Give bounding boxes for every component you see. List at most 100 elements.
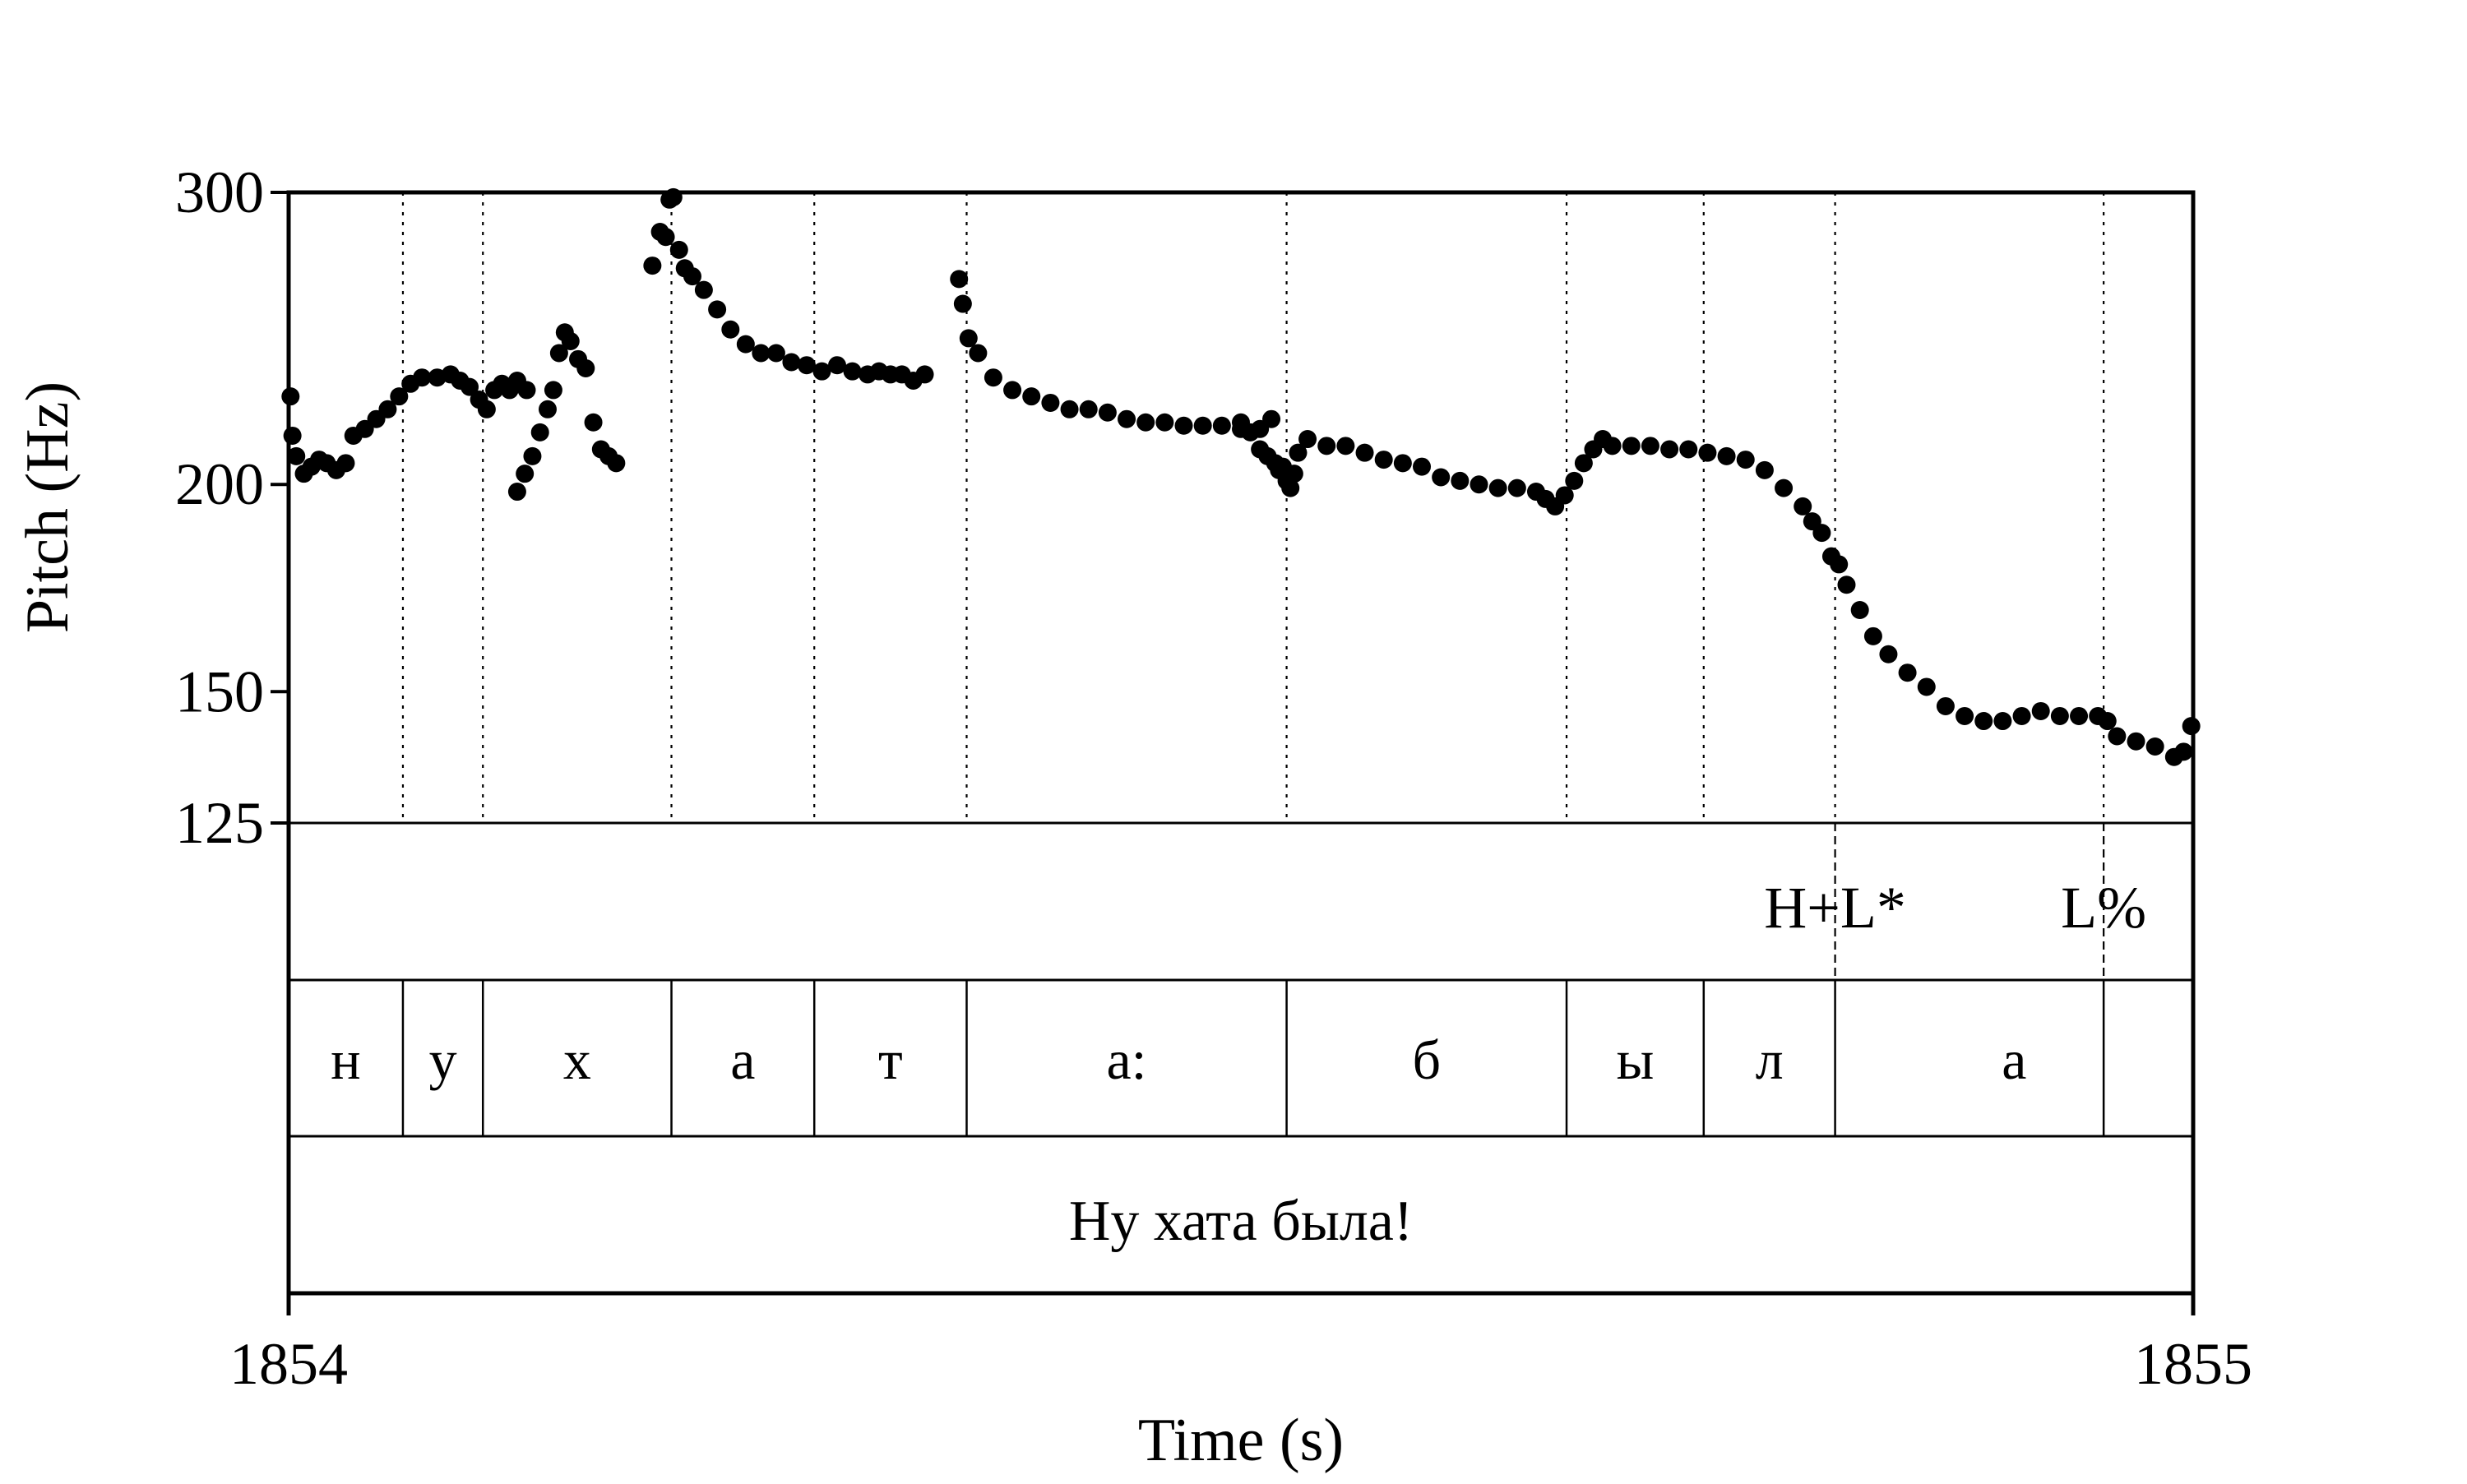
pitch-point [336, 454, 355, 473]
pitch-point [828, 356, 847, 375]
pitch-point [507, 483, 526, 502]
y-tick-label-300: 300 [175, 159, 264, 225]
pitch-point [378, 400, 397, 418]
pitch-point [1079, 400, 1098, 418]
segment-label: у [429, 1029, 457, 1091]
pitch-point [1679, 440, 1698, 459]
pitch-point [561, 332, 580, 351]
pitch-point [959, 329, 978, 348]
pitch-point [1193, 416, 1212, 435]
x-axis-title: Time (s) [1138, 1407, 1344, 1474]
pitch-point [669, 240, 688, 259]
pitch-point [984, 368, 1002, 387]
pitch-point [1974, 712, 1993, 731]
pitch-point [708, 300, 727, 319]
pitch-point [1060, 400, 1079, 418]
pitch-point [1212, 416, 1231, 435]
pitch-point [1413, 457, 1432, 476]
pitch-point [413, 368, 432, 387]
pitch-point [1993, 712, 2012, 731]
pitch-point [1118, 409, 1136, 428]
pitch-point [1698, 443, 1717, 462]
pitch-point [2108, 727, 2127, 746]
pitch-point [721, 320, 740, 339]
pitch-point [287, 446, 306, 465]
pitch-point [1641, 437, 1659, 455]
pitch-point [2174, 742, 2193, 761]
pitch-point [766, 344, 785, 363]
segment-label: а [730, 1029, 755, 1091]
pitch-point [1565, 471, 1584, 490]
pitch-point [477, 400, 496, 418]
pitch-point [736, 335, 755, 354]
segment-label: а [2002, 1029, 2026, 1091]
pitch-point [683, 267, 701, 286]
pitch-point [1917, 677, 1936, 696]
pitch-point [1830, 555, 1849, 574]
pitch-point [656, 228, 675, 247]
pitch-point [1717, 446, 1736, 465]
pitch-point [2050, 706, 2069, 725]
pitch-point [1660, 440, 1679, 459]
pitch-point [1174, 416, 1193, 435]
pitch-point [1317, 437, 1336, 455]
pitch-point [1355, 443, 1374, 462]
x-axis: 1854 1855 [229, 1293, 2252, 1397]
pitch-point [1775, 478, 1794, 497]
pitch-point [1336, 437, 1355, 455]
pitch-point [1155, 413, 1174, 432]
pitch-point [607, 454, 626, 473]
pitch-point [953, 294, 972, 313]
pitch-point [1555, 486, 1574, 505]
pitch-point [1936, 696, 1955, 715]
y-tick-label-125: 125 [175, 790, 264, 856]
pitch-point [1956, 706, 1974, 725]
pitch-point [1470, 475, 1488, 494]
pitch-point [1898, 663, 1917, 682]
pitch-point [797, 356, 816, 375]
pitch-point [2012, 706, 2031, 725]
pitch-point [584, 413, 603, 432]
x-tick-label-1855: 1855 [2134, 1331, 2252, 1397]
segment-label: х [563, 1029, 591, 1091]
pitch-point [530, 423, 549, 442]
pitch-point [950, 270, 969, 289]
pitch-point [1879, 645, 1898, 663]
pitch-point [1451, 471, 1470, 490]
pitch-point [2031, 701, 2050, 720]
y-tick-label-200: 200 [175, 451, 264, 517]
pitch-point [576, 358, 595, 377]
pitch-point [1794, 497, 1812, 515]
segment-label: ы [1617, 1029, 1655, 1091]
pitch-point [1622, 437, 1641, 455]
pitch-point [1284, 465, 1303, 483]
sentence-label: Ну хата была! [1069, 1190, 1413, 1253]
y-tick-label-150: 150 [175, 659, 264, 724]
tone-label: H+L* [1764, 875, 1906, 941]
y-axis: 300 200 150 125 [175, 159, 289, 856]
boundary-lines [401, 192, 2105, 823]
pitch-point [1736, 451, 1755, 469]
pitch-point [1755, 460, 1774, 479]
pitch-point [1812, 524, 1831, 543]
pitch-point [1289, 443, 1308, 462]
pitch-point [390, 387, 409, 406]
pitch-point [1488, 478, 1507, 497]
pitch-point [523, 446, 542, 465]
y-axis-title: Pitch (Hz) [14, 381, 81, 633]
pitch-point [544, 381, 562, 400]
pitch-point [538, 400, 557, 418]
pitch-point [1574, 454, 1593, 473]
pitch-point [516, 465, 535, 483]
pitch-point [461, 377, 479, 396]
segment-label: н [331, 1029, 360, 1091]
pitch-point [752, 344, 771, 363]
pitch-point [1281, 478, 1300, 497]
pitch-point [1507, 478, 1526, 497]
pitch-point [1837, 576, 1856, 594]
segment-label: т [878, 1029, 903, 1091]
segment-tier: н у х а т а: б ы л а [331, 980, 2105, 1136]
plot-frame [286, 190, 2196, 1296]
pitch-point [1374, 451, 1393, 469]
